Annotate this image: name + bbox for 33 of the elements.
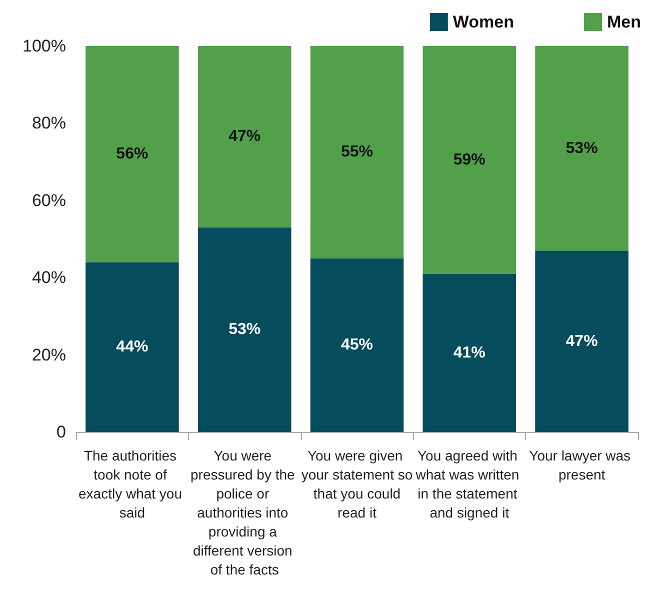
y-tick-label: 60% xyxy=(32,190,66,210)
data-label: 45% xyxy=(340,336,374,354)
y-tick-label: 20% xyxy=(32,345,66,364)
bar xyxy=(535,250,628,432)
legend-label: Women xyxy=(452,12,514,32)
x-tick-label: The authorities took note of exactly what you said xyxy=(78,448,186,520)
y-tick-label: 40% xyxy=(32,268,66,288)
data-label: 53% xyxy=(228,321,261,338)
bar xyxy=(198,46,292,228)
x-tick-label: You agreed with what was written in the statement and signed it xyxy=(414,448,524,520)
bar xyxy=(310,258,404,432)
data-label: 47% xyxy=(566,332,598,350)
bar xyxy=(310,46,404,258)
bar xyxy=(535,46,628,251)
x-tick-label: You were given your statement so that you could read it xyxy=(301,448,413,520)
data-label: 56% xyxy=(116,146,148,163)
bar xyxy=(422,274,516,432)
y-tick-label: 80% xyxy=(32,114,66,133)
y-tick-label: 100% xyxy=(22,36,66,56)
data-label: 44% xyxy=(116,338,148,356)
bar xyxy=(86,46,179,262)
data-label: 59% xyxy=(453,151,486,168)
x-tick-label: Your lawyer was present xyxy=(529,448,634,482)
data-label: 41% xyxy=(453,344,486,362)
data-label: 55% xyxy=(340,144,374,161)
data-label: 47% xyxy=(228,128,261,146)
y-tick-label: 0 xyxy=(56,422,66,442)
legend-label: Men xyxy=(607,12,641,32)
data-label: 53% xyxy=(566,140,598,157)
bar xyxy=(86,262,179,432)
bar xyxy=(198,227,292,432)
x-tick-label: You were pressured by the police or authorities into providing a different version of the facts xyxy=(190,448,299,578)
bar xyxy=(422,46,516,274)
